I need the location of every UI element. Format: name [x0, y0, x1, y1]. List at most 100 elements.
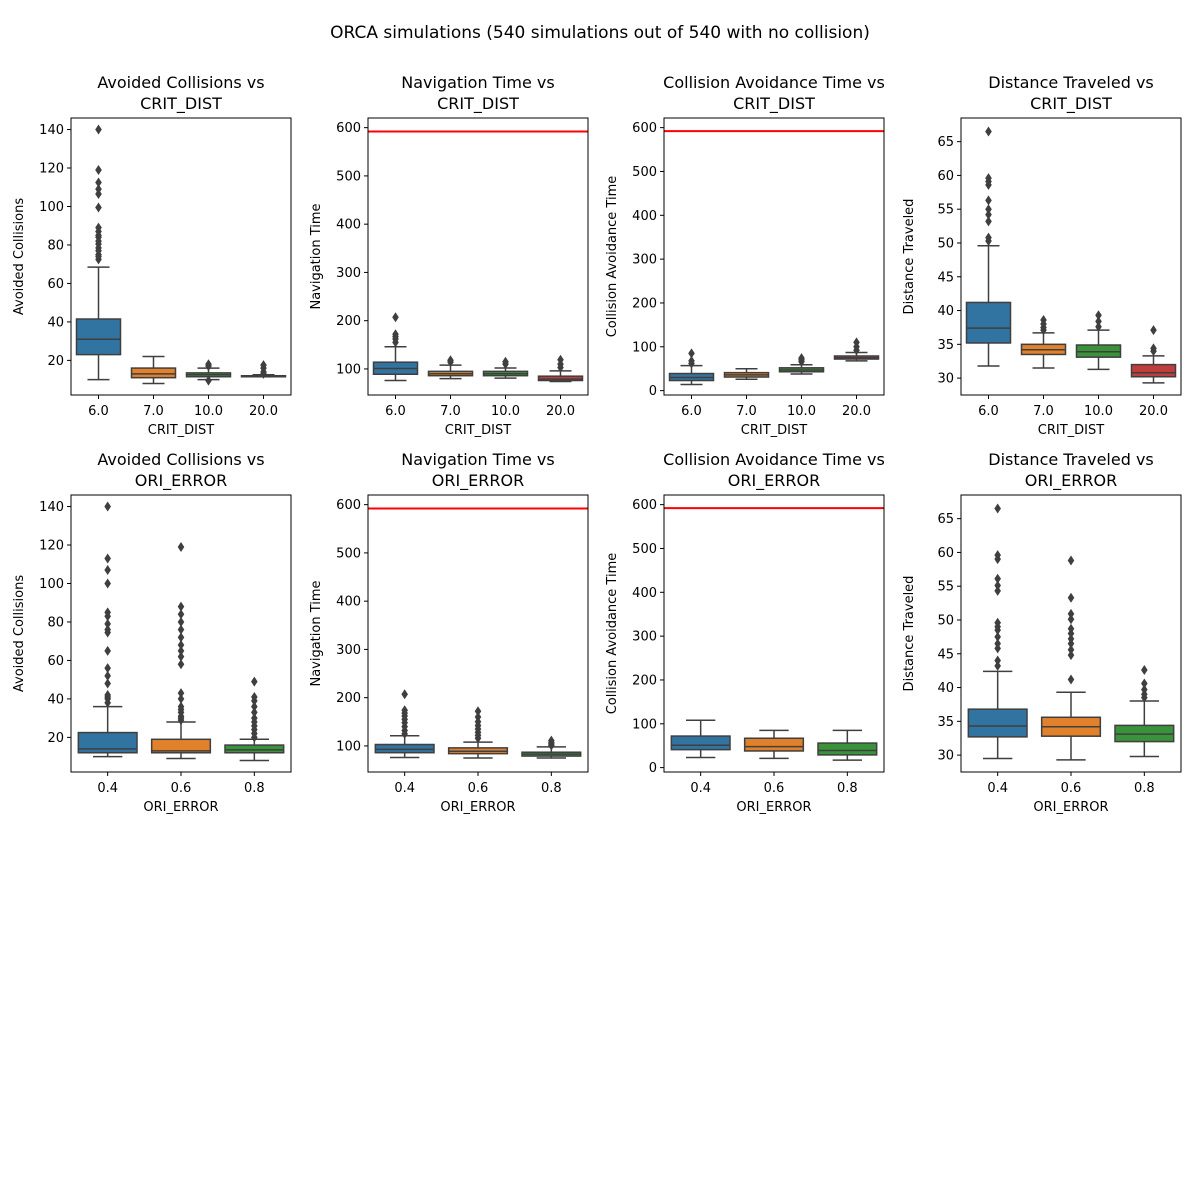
y-axis-label: Navigation Time: [309, 580, 324, 686]
box-0.4: [374, 689, 435, 759]
outlier-point: [994, 655, 1001, 666]
y-tick-label: 100: [632, 340, 657, 355]
outlier-point: [177, 693, 185, 704]
outlier-point: [1067, 608, 1075, 619]
outlier-point: [177, 616, 185, 627]
subplot-title-line: CRIT_DIST: [1030, 94, 1112, 114]
y-axis-label: Distance Traveled: [902, 199, 917, 315]
y-tick-label: 200: [632, 673, 657, 688]
y-tick-label: 400: [632, 209, 657, 224]
outlier-point: [1150, 343, 1157, 354]
x-tick-label: 0.4: [97, 781, 118, 796]
outlier-point: [1095, 316, 1102, 327]
x-tick-label: 6.0: [385, 404, 406, 419]
outlier-point: [1067, 592, 1075, 603]
box-0.8: [1114, 664, 1175, 758]
iqr-box: [75, 318, 122, 356]
y-tick-label: 60: [47, 654, 64, 669]
y-tick-label: 600: [632, 121, 657, 136]
outlier-point: [95, 222, 102, 233]
plot-frame: [367, 494, 589, 773]
y-tick-label: 500: [336, 546, 361, 561]
outlier-point: [104, 553, 111, 564]
x-tick-label: 0.6: [171, 781, 192, 796]
y-tick-label: 80: [47, 238, 64, 253]
outlier-point: [994, 585, 1001, 596]
outlier-point: [474, 711, 482, 722]
outlier-point: [177, 640, 185, 651]
iqr-box: [967, 708, 1028, 738]
plot-frame: [663, 494, 885, 773]
outlier-point: [1141, 664, 1148, 675]
subplot-title-line: CRIT_DIST: [140, 94, 222, 114]
y-tick-label: 60: [47, 277, 64, 292]
box-0.4: [77, 501, 138, 758]
x-tick-label: 10.0: [194, 404, 223, 419]
outlier-point: [177, 632, 185, 643]
subplot-5: Avoided Collisions vs ORI_ERROR 20 40 60 80 10…: [12, 450, 292, 815]
outlier-point: [548, 735, 555, 746]
y-tick-label: 100: [632, 717, 657, 732]
outlier-point: [177, 651, 185, 662]
x-tick-label: 6.0: [978, 404, 999, 419]
y-axis-label: Distance Traveled: [902, 576, 917, 692]
iqr-box: [1130, 363, 1177, 378]
y-tick-label: 35: [937, 338, 954, 353]
box-6.0: [75, 124, 122, 381]
box-0.4: [967, 503, 1028, 760]
box-0.6: [1040, 555, 1102, 761]
y-tick-label: 30: [937, 372, 954, 387]
outlier-point: [392, 329, 399, 340]
y-tick-label: 500: [632, 542, 657, 557]
y-tick-label: 140: [39, 123, 64, 138]
subplot-7: Collision Avoidance Time vs ORI_ERROR 0 100…: [605, 450, 885, 815]
subplot-title-line: ORI_ERROR: [1025, 471, 1117, 491]
y-tick-label: 100: [336, 362, 361, 377]
outlier-point: [502, 356, 509, 367]
outlier-point: [1067, 614, 1075, 625]
x-tick-label: 0.6: [1061, 781, 1082, 796]
y-tick-label: 50: [937, 236, 954, 251]
outlier-point: [401, 705, 408, 716]
x-tick-label: 10.0: [1084, 404, 1113, 419]
y-tick-label: 55: [937, 203, 954, 218]
outlier-point: [1067, 633, 1075, 644]
iqr-box: [743, 737, 805, 752]
plot-frame: [960, 494, 1182, 773]
x-axis-label: ORI_ERROR: [440, 800, 515, 815]
outlier-point: [688, 355, 695, 366]
box-10.0: [778, 353, 825, 375]
y-tick-label: 20: [47, 354, 64, 369]
outlier-point: [447, 355, 454, 366]
outlier-point: [994, 573, 1001, 584]
y-tick-label: 200: [336, 314, 361, 329]
outlier-point: [251, 676, 258, 687]
x-tick-label: 0.4: [394, 781, 415, 796]
y-tick-label: 30: [937, 749, 954, 764]
x-tick-label: 20.0: [546, 404, 575, 419]
outlier-point: [994, 550, 1001, 561]
outlier-point: [994, 617, 1001, 628]
box-0.8: [817, 729, 878, 761]
x-tick-label: 7.0: [1033, 404, 1054, 419]
x-axis-label: CRIT_DIST: [1038, 423, 1104, 438]
outlier-point: [1141, 684, 1148, 695]
y-tick-label: 40: [937, 304, 954, 319]
x-axis-label: CRIT_DIST: [445, 423, 511, 438]
outlier-point: [1067, 555, 1075, 566]
outlier-point: [104, 663, 111, 674]
box-6.0: [965, 126, 1012, 367]
y-tick-label: 100: [39, 200, 64, 215]
iqr-box: [130, 367, 177, 379]
subplot-1: Avoided Collisions vs CRIT_DIST 20 40 60 80 10…: [12, 73, 292, 438]
y-tick-label: 65: [937, 512, 954, 527]
box-7.0: [427, 355, 474, 380]
outlier-point: [1067, 644, 1075, 655]
outlier-point: [104, 678, 111, 689]
y-tick-label: 0: [649, 761, 657, 776]
box-7.0: [723, 367, 770, 380]
outlier-point: [985, 232, 992, 243]
outlier-point: [557, 354, 564, 365]
outlier-point: [985, 195, 992, 206]
